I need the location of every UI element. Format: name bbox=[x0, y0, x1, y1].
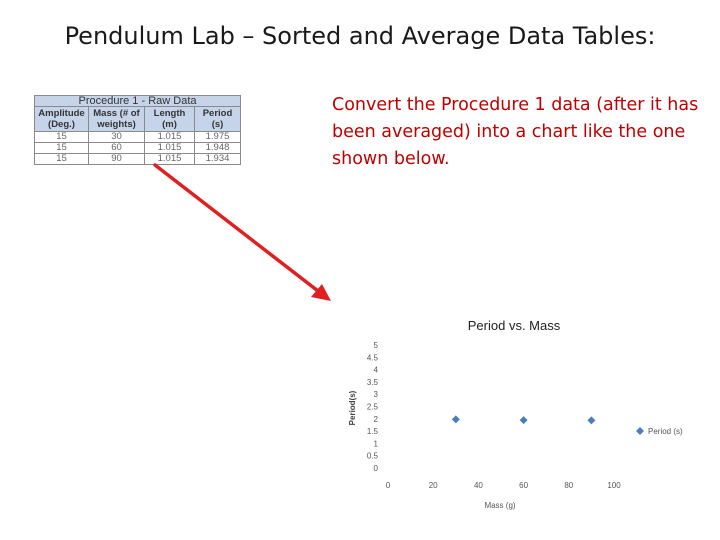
y-tick-label: 3.5 bbox=[367, 378, 379, 387]
raw-data-table: Procedure 1 - Raw Data Amplitude (Deg.) M… bbox=[34, 95, 287, 165]
y-tick-label: 2.5 bbox=[367, 403, 379, 412]
table-cell: 1.015 bbox=[144, 153, 195, 165]
x-tick-label: 20 bbox=[429, 481, 438, 490]
header-amplitude: Amplitude (Deg.) bbox=[34, 106, 89, 132]
instruction-text: Convert the Procedure 1 data (after it h… bbox=[332, 95, 699, 169]
slide-title: Pendulum Lab – Sorted and Average Data T… bbox=[64, 22, 656, 50]
x-axis-label: Mass (g) bbox=[484, 501, 515, 510]
y-tick-label: 1 bbox=[374, 439, 379, 448]
y-tick-label: 2 bbox=[374, 415, 379, 424]
header-period: Period (s) bbox=[194, 106, 241, 132]
y-tick-label: 5 bbox=[374, 341, 379, 350]
y-axis-label: Period(s) bbox=[348, 390, 357, 425]
y-tick-label: 1.5 bbox=[367, 427, 379, 436]
legend-label: Period (s) bbox=[648, 427, 683, 436]
table-row: 15 90 1.015 1.934 bbox=[34, 153, 287, 165]
y-tick-label: 0 bbox=[374, 464, 379, 473]
x-tick-label: 80 bbox=[564, 481, 573, 490]
y-tick-label: 4 bbox=[374, 366, 379, 375]
x-tick-label: 100 bbox=[607, 481, 621, 490]
chart-title: Period vs. Mass bbox=[468, 318, 561, 333]
y-tick-label: 3 bbox=[374, 390, 379, 399]
x-tick-label: 0 bbox=[386, 481, 391, 490]
legend-marker bbox=[636, 427, 644, 435]
y-tick-label: 4.5 bbox=[367, 353, 379, 362]
table-cell: 1.934 bbox=[194, 153, 241, 165]
data-point bbox=[519, 416, 528, 425]
table-row: 15 30 1.015 1.975 bbox=[34, 131, 287, 143]
x-tick-label: 60 bbox=[519, 481, 528, 490]
data-point bbox=[451, 415, 460, 424]
header-mass: Mass (# of weights) bbox=[88, 106, 145, 132]
data-point bbox=[587, 416, 596, 425]
y-tick-label: 0.5 bbox=[367, 452, 379, 461]
x-tick-label: 40 bbox=[474, 481, 483, 490]
header-length: Length (m) bbox=[144, 106, 195, 132]
period-vs-mass-chart: Period vs. Mass Period(s) Mass (g) 0 0.5 1… bbox=[348, 318, 683, 510]
